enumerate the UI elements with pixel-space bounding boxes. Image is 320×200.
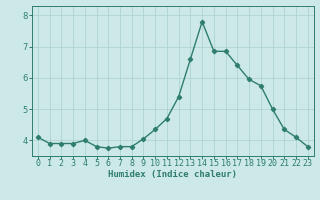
X-axis label: Humidex (Indice chaleur): Humidex (Indice chaleur) (108, 170, 237, 179)
